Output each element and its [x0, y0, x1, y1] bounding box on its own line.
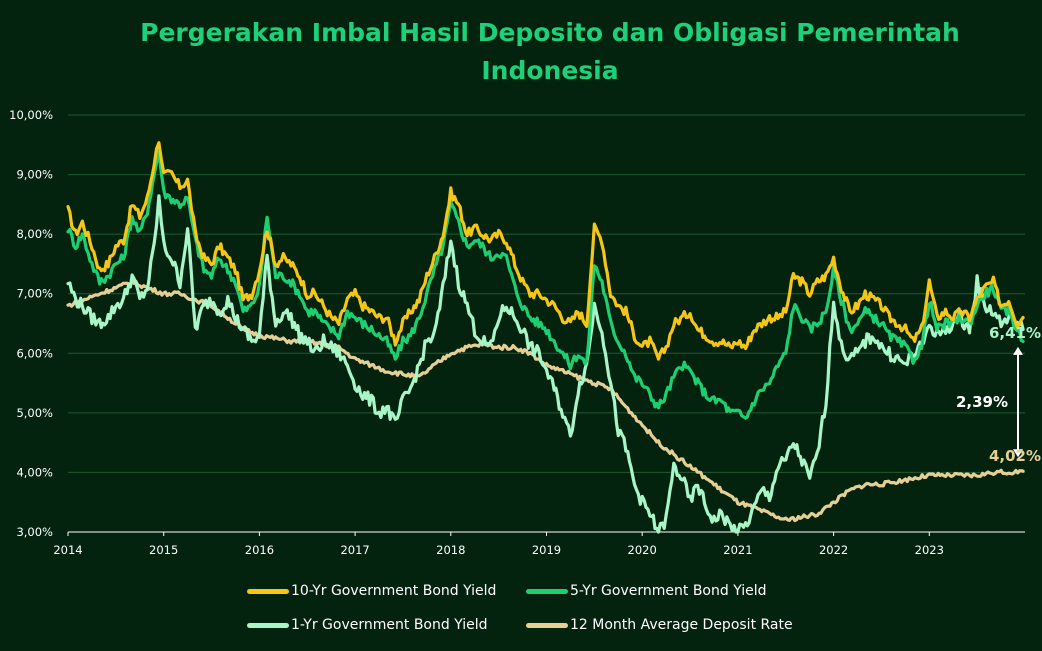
annotation-spread-value: 2,39% — [956, 393, 1008, 411]
legend-swatch-deposit — [526, 622, 568, 628]
x-tick-label-4: 2018 — [436, 543, 465, 557]
x-tick-label-0: 2014 — [53, 543, 82, 557]
y-tick-label-2: 8,00% — [16, 227, 53, 241]
legend-label-deposit: 12 Month Average Deposit Rate — [570, 617, 793, 633]
x-tick-label-5: 2019 — [532, 543, 561, 557]
legend-item-deposit: 12 Month Average Deposit Rate — [526, 617, 793, 633]
series-deposit-line — [66, 279, 1025, 523]
x-tick-label-8: 2022 — [819, 543, 848, 557]
chart-title-line-2: Indonesia — [481, 56, 619, 85]
y-tick-label-4: 6,00% — [16, 346, 53, 360]
spread-arrow-head-down — [1013, 449, 1023, 458]
series-5yr-line — [66, 150, 1025, 420]
legend-label-1yr: 1-Yr Government Bond Yield — [291, 617, 488, 633]
legend-swatch-1yr — [247, 622, 289, 628]
legend-label-5yr: 5-Yr Government Bond Yield — [570, 583, 767, 599]
spread-arrow-head-up — [1013, 346, 1023, 355]
x-tick-label-2: 2016 — [245, 543, 274, 557]
legend-label-10yr: 10-Yr Government Bond Yield — [291, 583, 497, 599]
x-tick-label-9: 2023 — [915, 543, 944, 557]
series-1yr-line — [66, 194, 1025, 534]
y-tick-label-3: 7,00% — [16, 287, 53, 301]
chart-title-line-1: Pergerakan Imbal Hasil Deposito dan Obli… — [140, 18, 960, 47]
y-tick-label-7: 3,00% — [16, 525, 53, 539]
legend-swatch-10yr — [247, 588, 289, 594]
y-tick-label-0: 10,00% — [9, 108, 53, 122]
chart-title: Pergerakan Imbal Hasil Deposito dan Obli… — [0, 14, 1042, 90]
legend-item-5yr: 5-Yr Government Bond Yield — [526, 583, 767, 599]
x-tick-label-3: 2017 — [340, 543, 369, 557]
x-tick-label-7: 2021 — [723, 543, 752, 557]
annotation-deposit-value: 4,02% — [989, 447, 1041, 465]
y-tick-label-6: 4,00% — [16, 465, 53, 479]
y-tick-label-1: 9,00% — [16, 168, 53, 182]
legend-item-10yr: 10-Yr Government Bond Yield — [247, 583, 496, 599]
legend-item-1yr: 1-Yr Government Bond Yield — [247, 617, 488, 633]
y-tick-label-5: 5,00% — [16, 406, 53, 420]
legend-swatch-5yr — [526, 588, 568, 594]
x-tick-label-6: 2020 — [628, 543, 657, 557]
annotation-1yr-value: 6,41% — [989, 324, 1041, 342]
series-10yr-line — [66, 141, 1025, 361]
x-tick-label-1: 2015 — [149, 543, 178, 557]
